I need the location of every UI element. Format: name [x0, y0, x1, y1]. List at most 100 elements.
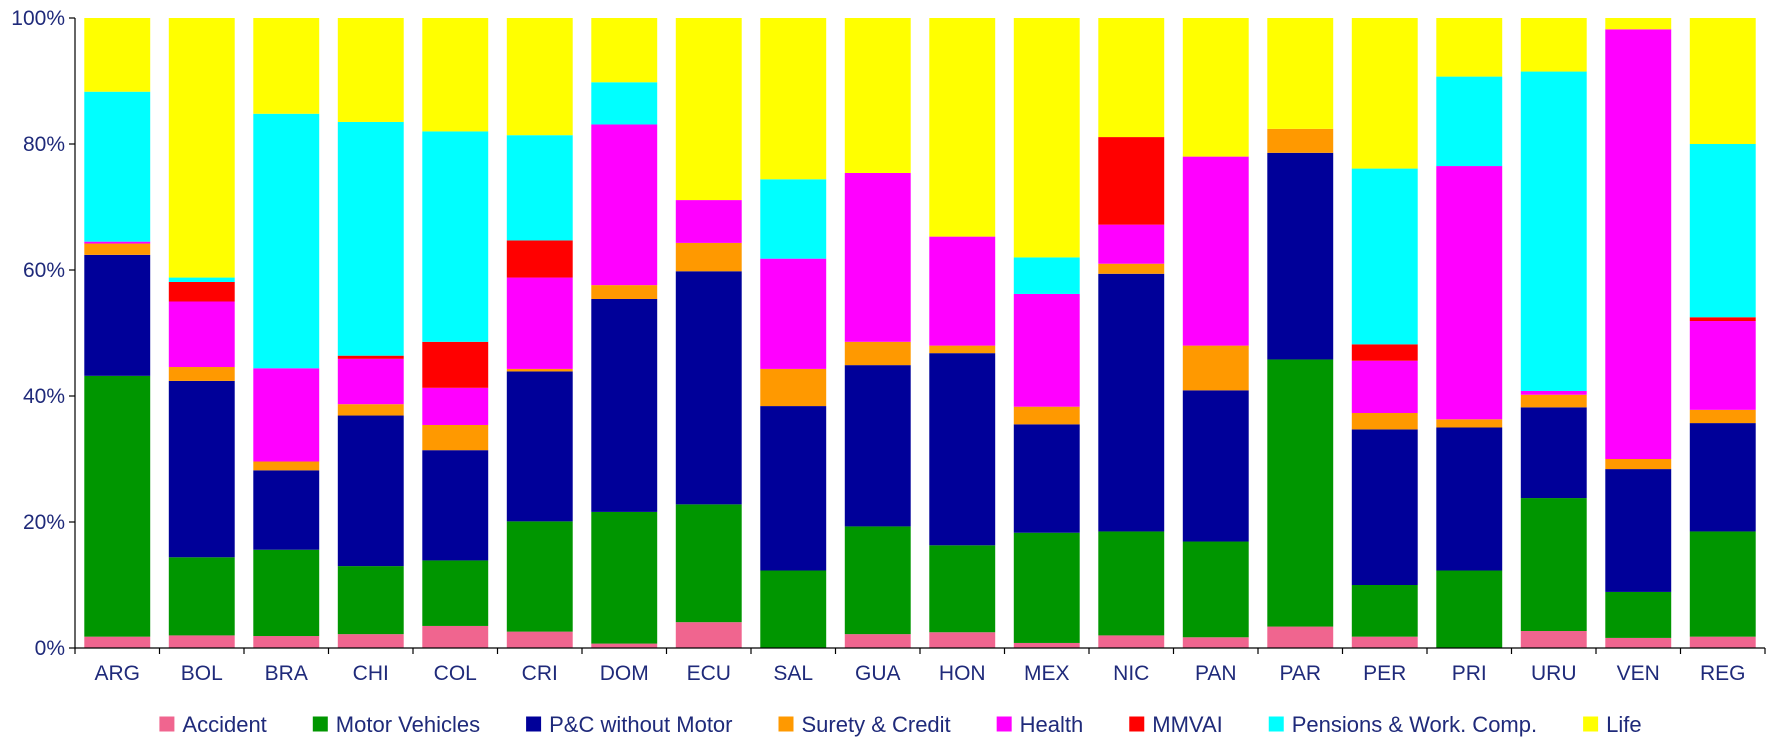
legend-swatch — [1268, 716, 1284, 732]
bar-segment — [1436, 166, 1503, 420]
bar-segment — [253, 18, 320, 114]
bar-segment — [253, 461, 320, 471]
bar-segment — [337, 404, 404, 416]
bar-segment — [253, 549, 320, 637]
bar-segment — [84, 241, 151, 244]
bar-segment — [675, 271, 742, 505]
bar-segment — [168, 557, 235, 636]
bar-segment — [84, 18, 151, 92]
bar-segment — [1182, 156, 1249, 346]
bar-segment — [1689, 423, 1756, 532]
bar-segment — [337, 355, 404, 359]
x-tick-label: BOL — [181, 662, 223, 685]
bar-segment — [1267, 128, 1334, 153]
bar-segment — [1182, 390, 1249, 542]
bar-segment — [844, 526, 911, 635]
bar-segment — [422, 341, 489, 388]
bar-segment — [760, 18, 827, 180]
bar-segment — [675, 18, 742, 201]
bar-segment — [506, 240, 573, 278]
axes-layer: 0% 20% 40% 60% 80% 100% ARG BOL BRA CHI COL CRI DOM E… — [11, 7, 1766, 685]
bar-segment — [1520, 71, 1587, 391]
bar-segment — [1689, 321, 1756, 410]
bar-segment — [1689, 409, 1756, 424]
y-tick-label: 40% — [23, 385, 65, 408]
bar-segment — [929, 236, 996, 346]
legend-label: Accident — [182, 712, 266, 737]
bar-segment — [1098, 224, 1165, 264]
bar-segment — [1351, 18, 1418, 169]
bar-segment — [1267, 359, 1334, 627]
bar-segment — [337, 415, 404, 567]
x-tick-label: SAL — [773, 662, 813, 685]
bar-segment — [168, 301, 235, 368]
legend-label: MMVAI — [1152, 712, 1222, 737]
bar-segment — [506, 521, 573, 632]
bar-segment — [591, 511, 658, 644]
bar-segment — [1182, 18, 1249, 157]
bar-segment — [422, 625, 489, 648]
bar-segment — [1351, 636, 1418, 648]
bar-segment — [1689, 18, 1756, 144]
bar-segment — [1605, 469, 1672, 592]
bar-segment — [1689, 636, 1756, 648]
y-tick-label: 0% — [35, 637, 65, 660]
x-tick-label: REG — [1700, 662, 1746, 685]
y-tick-label: 100% — [11, 7, 65, 30]
legend-swatch — [778, 716, 794, 732]
bar-segment — [1436, 76, 1503, 167]
bar-segment — [675, 622, 742, 648]
bar-segment — [1182, 541, 1249, 638]
bar-segment — [844, 18, 911, 173]
bar-segment — [1098, 18, 1165, 138]
bar-segment — [1013, 532, 1080, 643]
bar-segment — [84, 91, 151, 242]
bar-segment — [1436, 570, 1503, 648]
bar-segment — [1520, 394, 1587, 408]
x-tick-label: DOM — [600, 662, 649, 685]
legend-label: Pensions & Work. Comp. — [1292, 712, 1537, 737]
legend-swatch — [1583, 716, 1599, 732]
bar-segment — [1351, 344, 1418, 361]
x-tick-label: GUA — [855, 662, 901, 685]
bar-segment — [168, 380, 235, 558]
bar-segment — [760, 570, 827, 648]
x-tick-label: PAN — [1195, 662, 1237, 685]
bar-segment — [929, 18, 996, 237]
bar-segment — [1013, 406, 1080, 425]
bar-segment — [1013, 642, 1080, 648]
x-tick-label: ARG — [94, 662, 140, 685]
bar-segment — [760, 258, 827, 369]
bar-segment — [1013, 424, 1080, 533]
bar-segment — [1351, 360, 1418, 414]
bar-segment — [1689, 531, 1756, 637]
x-tick-label: VEN — [1617, 662, 1660, 685]
bar-segment — [506, 371, 573, 522]
x-tick-label: MEX — [1024, 662, 1070, 685]
bar-segment — [1520, 390, 1587, 395]
bar-segment — [1098, 137, 1165, 225]
bar-segment — [1182, 637, 1249, 648]
bar-segment — [422, 424, 489, 451]
bar-segment — [506, 135, 573, 241]
legend-swatch — [1129, 716, 1145, 732]
bar-segment — [1520, 630, 1587, 648]
bar-segment — [1098, 531, 1165, 636]
bar-segment — [591, 82, 658, 125]
bar-segment — [1013, 18, 1080, 258]
x-tick-label: CRI — [522, 662, 558, 685]
bar-segment — [1267, 626, 1334, 648]
legend-label: P&C without Motor — [549, 712, 732, 737]
bar-segment — [84, 243, 151, 255]
bar-segment — [168, 277, 235, 282]
bar-segment — [1605, 459, 1672, 470]
bar-segment — [1436, 419, 1503, 428]
bar-segment — [506, 277, 573, 369]
bar-segment — [591, 298, 658, 512]
bar-segment — [84, 254, 151, 376]
bar-segment — [168, 281, 235, 302]
legend-swatch — [996, 716, 1012, 732]
bar-segment — [337, 634, 404, 648]
bar-segment — [1689, 144, 1756, 318]
